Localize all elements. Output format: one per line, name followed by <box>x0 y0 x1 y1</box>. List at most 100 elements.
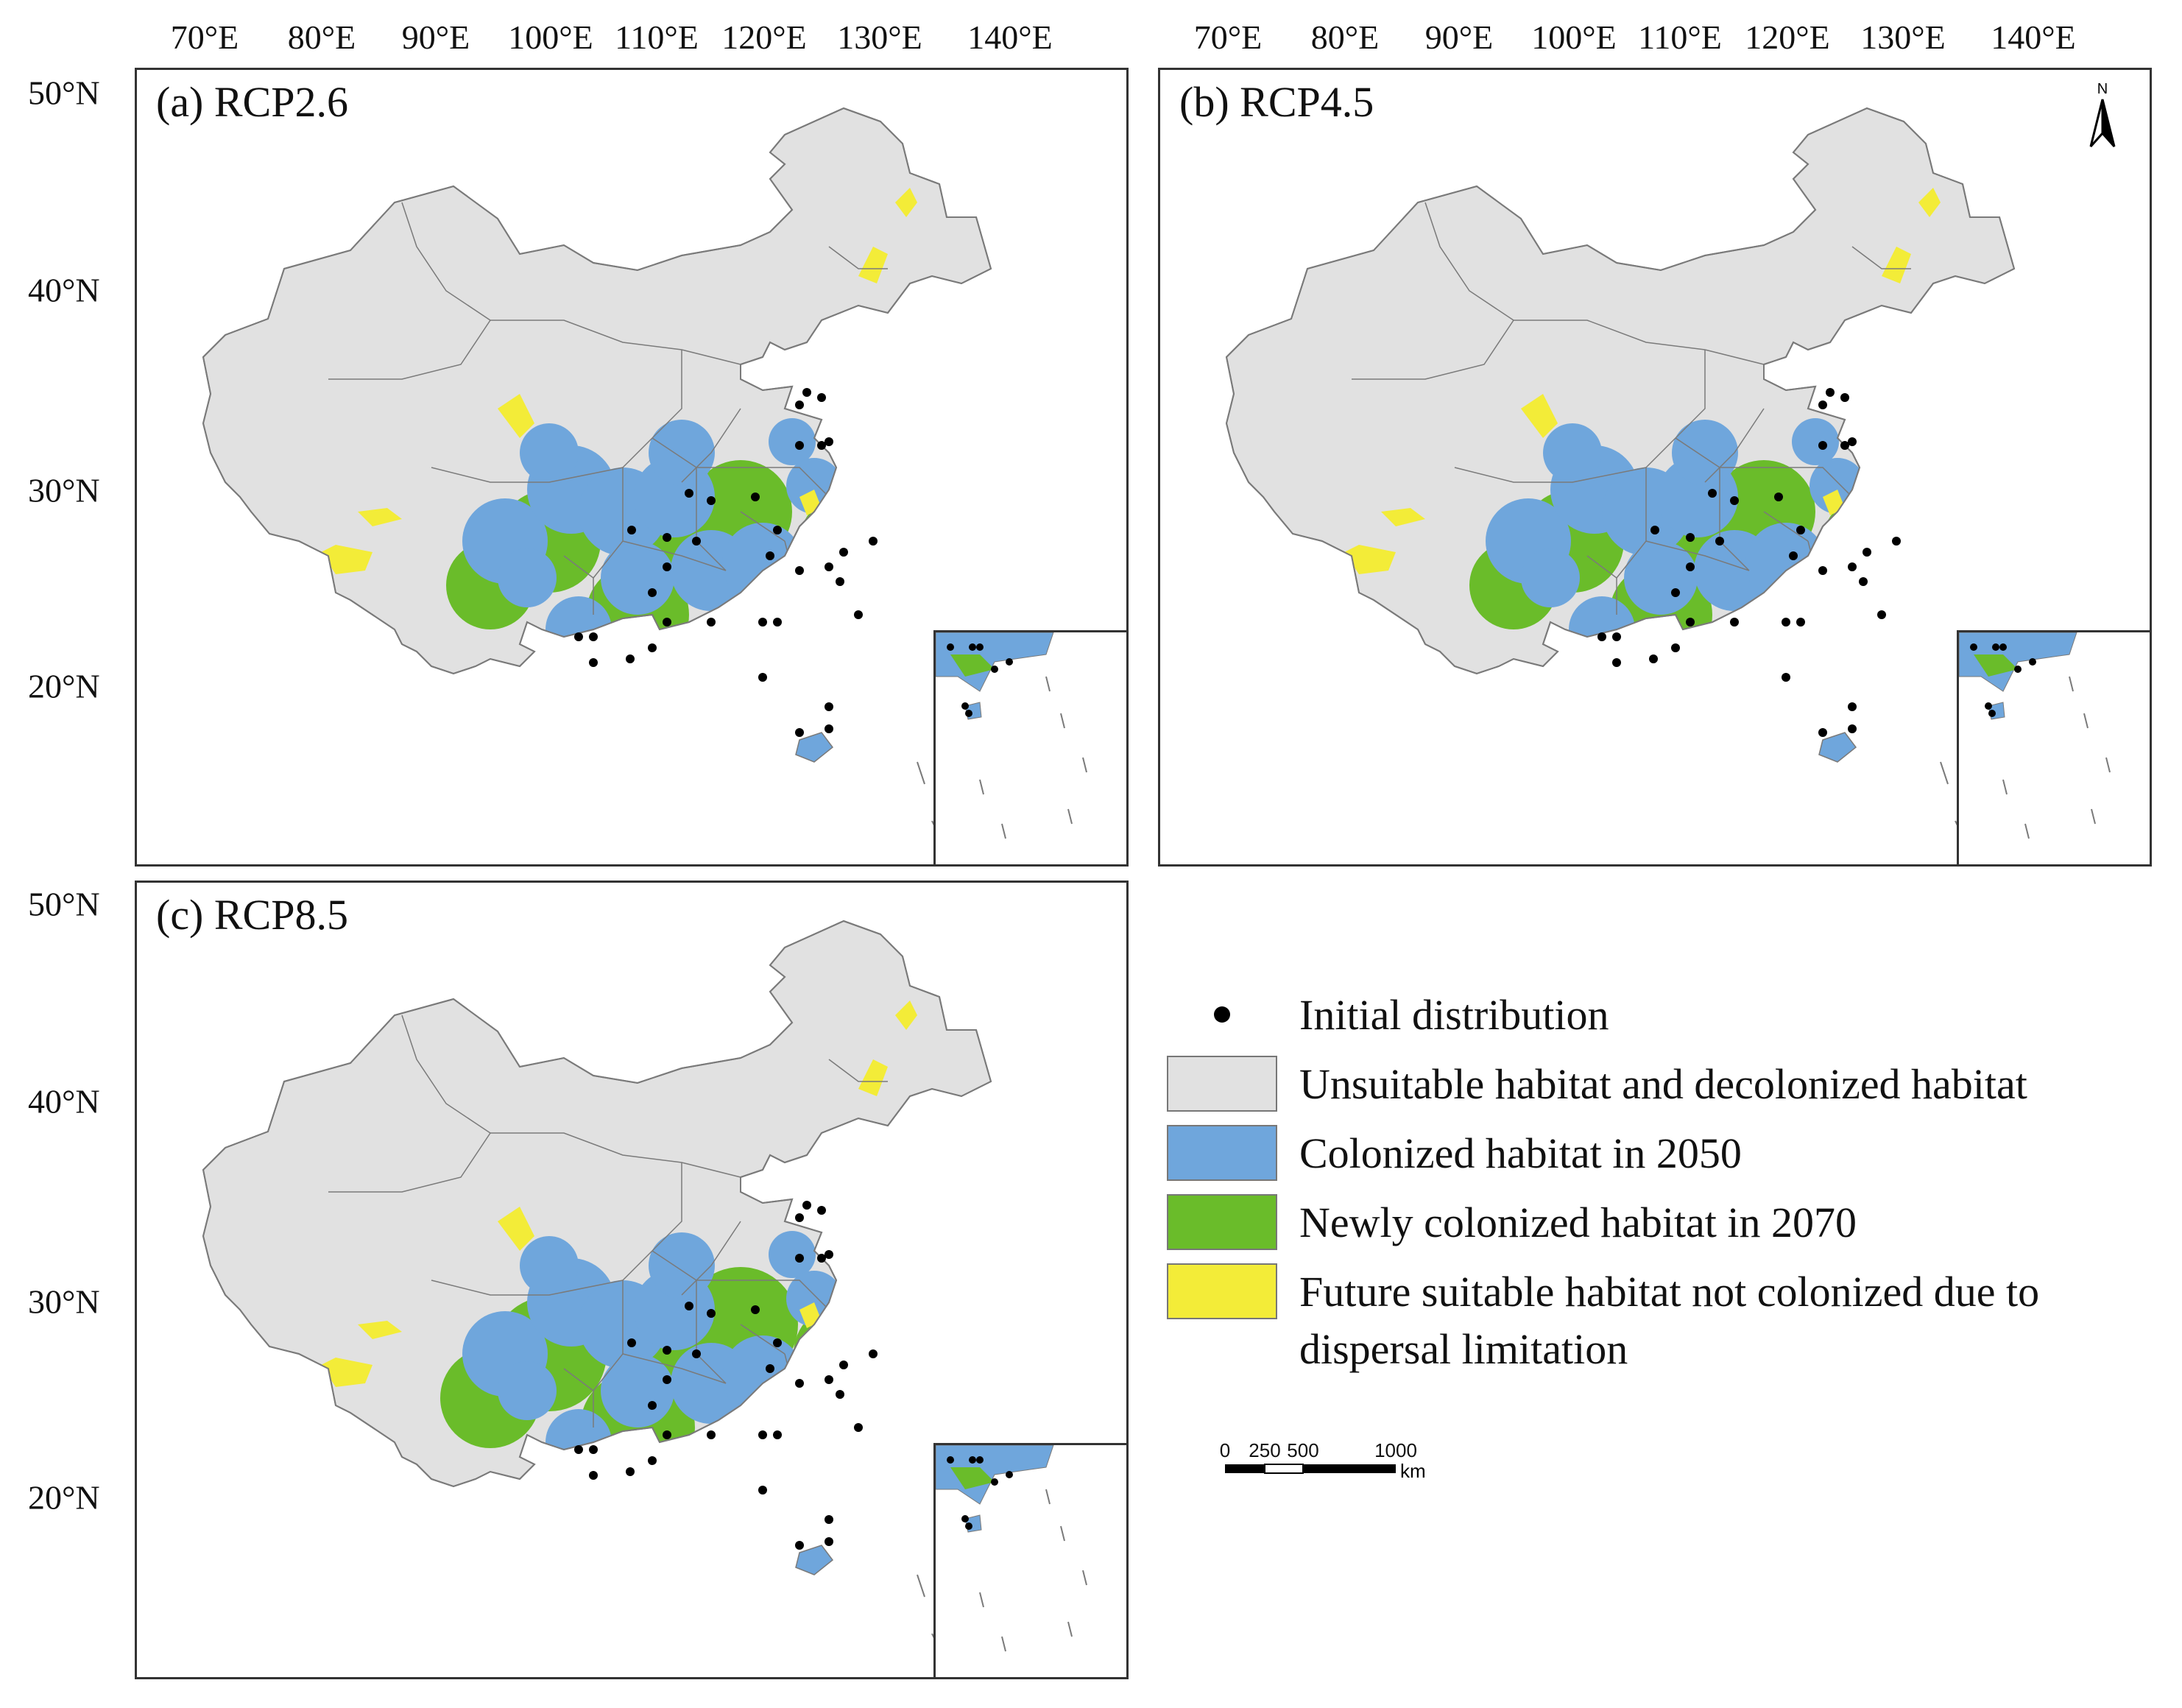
occurrence-point <box>1818 566 1827 575</box>
province-border <box>563 555 594 615</box>
lat-tick-40: 40°N <box>28 271 100 309</box>
occurrence-point <box>965 1522 972 1530</box>
colonized-zone <box>649 420 715 486</box>
province-border <box>1645 350 1706 468</box>
occurrence-point <box>1006 658 1013 666</box>
occurrence-point <box>1826 388 1835 397</box>
occurrence-point <box>802 1201 811 1210</box>
province-border <box>328 320 491 380</box>
maritime-boundary-dash <box>1082 757 1087 773</box>
occurrence-point <box>773 618 782 627</box>
colonized-zone <box>546 596 612 663</box>
colonized-zone <box>825 1409 891 1475</box>
occurrence-point <box>1612 632 1621 641</box>
maritime-boundary-dash <box>979 779 984 795</box>
map-panel-rcp85: (c) RCP8.5 <box>135 881 1129 1679</box>
lon-tick-130: 130°E <box>1860 18 1946 56</box>
occurrence-dot-icon <box>1167 987 1277 1042</box>
not-colonized-zone <box>1882 247 1911 283</box>
occurrence-point <box>825 562 833 571</box>
province-border <box>740 511 785 542</box>
province-border <box>741 467 830 498</box>
colonized-zone <box>769 418 816 465</box>
occurrence-point <box>1789 551 1798 560</box>
colonized-zone <box>546 1409 612 1475</box>
occurrence-point <box>707 1430 716 1439</box>
colonized-zone <box>520 423 579 482</box>
colonized-zone <box>791 643 852 674</box>
occurrence-point <box>707 1309 716 1318</box>
occurrence-point <box>648 643 657 652</box>
scale-unit: km <box>1400 1461 1426 1482</box>
colonized-zone <box>730 582 796 648</box>
occurrence-point <box>1730 496 1739 505</box>
not-colonized-zone <box>498 1207 534 1251</box>
south-china-sea-inset <box>933 1443 1126 1677</box>
occurrence-point <box>1863 548 1871 557</box>
occurrence-point <box>1686 562 1695 571</box>
newly-colonized-zone <box>862 486 914 537</box>
occurrence-point <box>663 562 671 571</box>
colonized-zone <box>520 1236 579 1295</box>
province-border <box>563 1368 594 1428</box>
colonized-zone <box>1734 637 1793 674</box>
china-map <box>1225 107 2052 836</box>
not-colonized-zone <box>1381 508 1425 526</box>
lon-tick-130: 130°E <box>837 18 922 56</box>
not-colonized-zone <box>895 188 917 217</box>
maritime-boundary-dash <box>1045 1489 1051 1505</box>
occurrence-point <box>795 728 804 737</box>
maritime-boundary-dash <box>917 761 925 785</box>
maritime-boundary-dash <box>2024 823 2030 839</box>
hainan <box>1818 732 1857 763</box>
map-legend: Initial distribution Unsuitable habitat … <box>1167 987 2153 1390</box>
occurrence-point <box>1774 493 1783 501</box>
occurrence-point <box>961 1515 969 1522</box>
colonized-zone <box>730 1394 796 1461</box>
occurrence-point <box>836 577 844 586</box>
province-border <box>828 246 888 269</box>
scale-label-250: 250 <box>1249 1439 1281 1461</box>
lon-tick-100: 100°E <box>508 18 593 56</box>
occurrence-point <box>825 702 833 711</box>
occurrence-point <box>969 1456 976 1464</box>
occurrence-point <box>1859 577 1868 586</box>
scale-label-500: 500 <box>1287 1439 1319 1461</box>
maritime-boundary-dash <box>979 1592 984 1608</box>
occurrence-point <box>795 400 804 409</box>
occurrence-point <box>991 1478 998 1486</box>
colonized-zone <box>851 1354 910 1413</box>
occurrence-point <box>574 632 583 641</box>
province-border <box>1764 467 1853 498</box>
occurrence-point <box>648 1401 657 1410</box>
province-border <box>431 1280 624 1296</box>
occurrence-point <box>969 643 976 651</box>
occurrence-point <box>626 1467 635 1476</box>
occurrence-point <box>976 643 984 651</box>
occurrence-point <box>947 643 954 651</box>
occurrence-point <box>802 388 811 397</box>
occurrence-point <box>1730 618 1739 627</box>
maritime-boundary-dash <box>1045 676 1051 692</box>
inset-mainland <box>936 632 1054 692</box>
province-border <box>401 202 491 321</box>
occurrence-point <box>1006 1471 1013 1478</box>
occurrence-point <box>1671 588 1680 597</box>
maritime-boundary-dash <box>1001 823 1006 839</box>
occurrence-point <box>991 666 998 673</box>
occurrence-point <box>795 566 804 575</box>
map-panel-rcp26: (a) RCP2.6 <box>135 68 1129 867</box>
occurrence-point <box>751 1305 760 1314</box>
lon-tick-70: 70°E <box>170 18 239 56</box>
colonized-zone <box>711 637 770 674</box>
north-arrow: N <box>2086 79 2119 149</box>
occurrence-point <box>648 588 657 597</box>
colonized-zone <box>1624 541 1698 615</box>
province-border <box>328 1132 491 1193</box>
maritime-boundary-dash <box>917 1574 925 1598</box>
occurrence-point <box>825 1537 833 1546</box>
not-colonized-zone <box>711 1464 755 1486</box>
inset-map <box>936 1445 1087 1652</box>
legend-item-not-colonized: Future suitable habitat not colonized du… <box>1167 1263 2153 1378</box>
occurrence-point <box>758 1486 767 1494</box>
